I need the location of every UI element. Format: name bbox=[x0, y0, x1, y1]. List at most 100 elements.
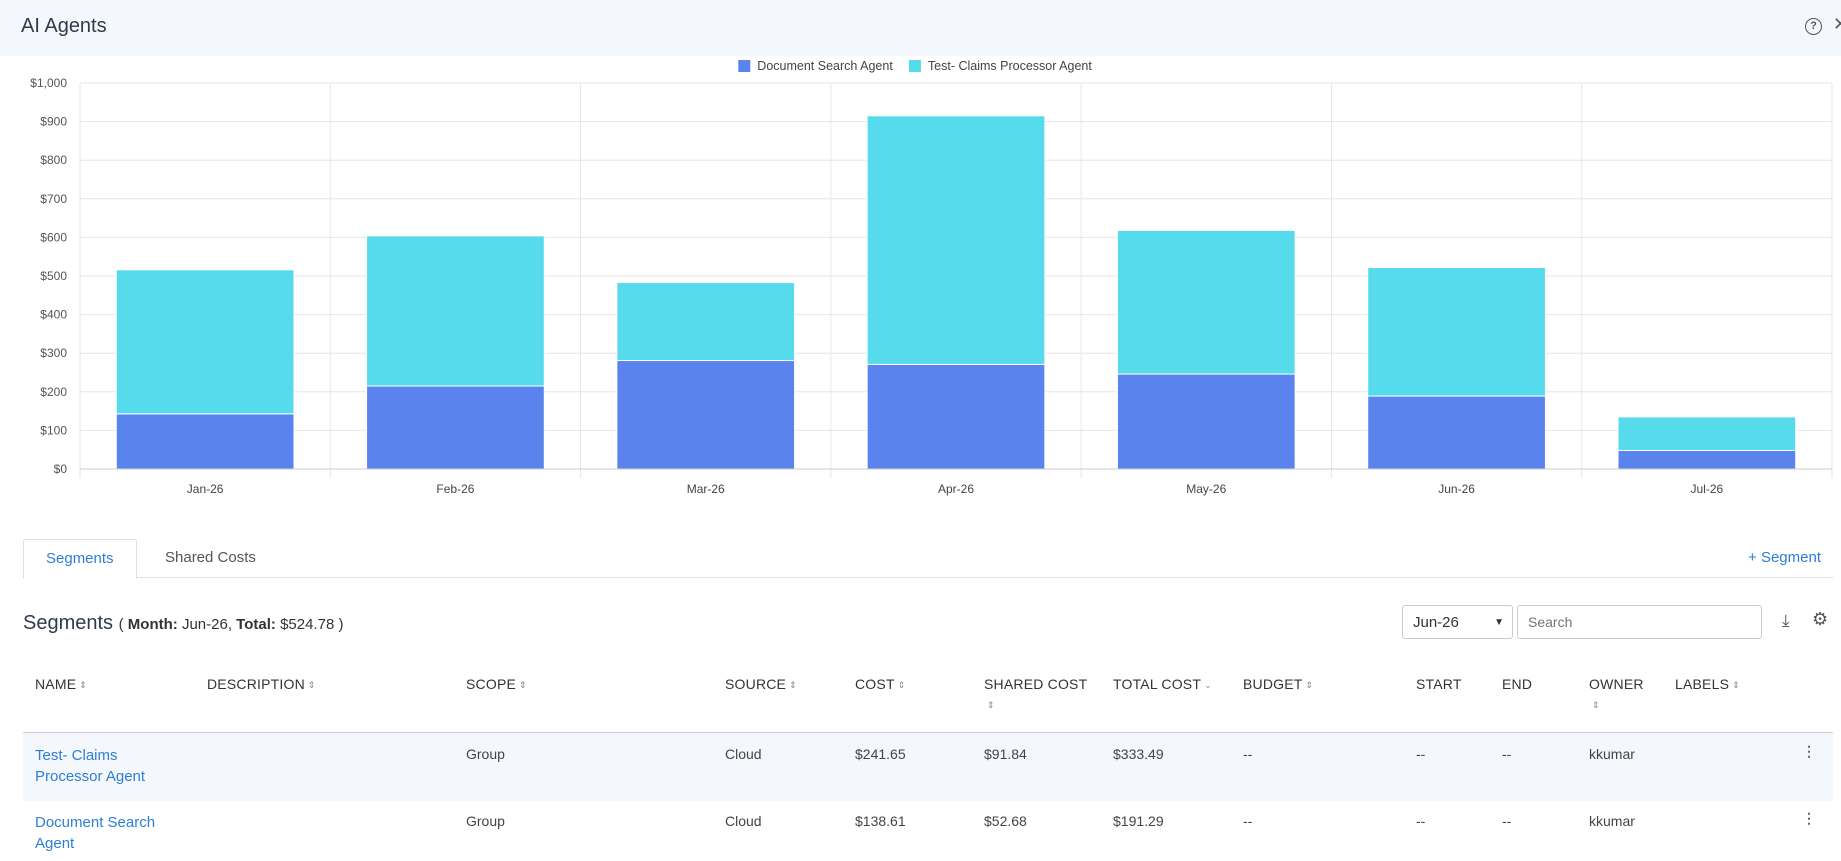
cell-total-cost: $333.49 bbox=[1113, 746, 1164, 762]
paren-open: ( bbox=[118, 616, 124, 633]
bar-document-search-agent bbox=[366, 385, 545, 470]
y-tick-label: $100 bbox=[40, 423, 67, 437]
x-tick-label: Apr-26 bbox=[938, 482, 974, 496]
row-menu-icon[interactable]: ⋮ bbox=[1802, 810, 1816, 826]
col-header-start: START bbox=[1416, 676, 1462, 692]
cell-end: -- bbox=[1502, 813, 1512, 829]
close-icon[interactable]: ✕ bbox=[1833, 14, 1841, 34]
gear-icon[interactable]: ⚙ bbox=[1812, 609, 1829, 629]
bar-document-search-agent bbox=[616, 360, 796, 470]
cost-chart: $0 $100 $200 $300 $400 $500 $600 $700 $800 $900 $1… bbox=[0, 56, 1841, 520]
col-header-budget[interactable]: BUDGET ⇕ bbox=[1243, 676, 1314, 692]
segments-title: Segments bbox=[23, 612, 114, 634]
legend-swatch bbox=[908, 60, 921, 72]
month-select[interactable]: Jun-26 ▼ bbox=[1402, 605, 1513, 639]
cell-scope: Group bbox=[466, 813, 505, 829]
legend-swatch bbox=[738, 60, 751, 72]
y-tick-label: $400 bbox=[40, 308, 67, 322]
bar-claims-processor-agent bbox=[115, 269, 295, 415]
y-tick-label: $200 bbox=[40, 385, 67, 399]
col-header-total-cost[interactable]: TOTAL COST ⌄ bbox=[1113, 676, 1212, 692]
col-header-end: END bbox=[1502, 676, 1533, 692]
legend-label: Document Search Agent bbox=[757, 59, 893, 73]
bar-claims-processor-agent bbox=[366, 235, 545, 387]
col-header-scope[interactable]: SCOPE ⇕ bbox=[466, 676, 527, 692]
cell-start: -- bbox=[1416, 813, 1426, 829]
y-tick-label: $0 bbox=[54, 462, 68, 476]
month-select-value: Jun-26 bbox=[1413, 614, 1459, 631]
y-tick-label: $600 bbox=[40, 230, 67, 244]
bar-document-search-agent bbox=[1116, 373, 1296, 470]
cell-budget: -- bbox=[1243, 746, 1253, 762]
sort-icon[interactable]: ⇕ bbox=[1732, 680, 1740, 690]
segment-name-link[interactable]: Test- Claims Processor Agent bbox=[35, 747, 146, 785]
sort-icon[interactable]: ⇕ bbox=[897, 680, 906, 690]
col-header-owner[interactable]: OWNER bbox=[1589, 676, 1644, 692]
total-value: $524.78 bbox=[280, 616, 335, 633]
stacked-bar-chart: $0 $100 $200 $300 $400 $500 $600 $700 $800 $900 $1… bbox=[30, 59, 1833, 496]
cell-total-cost: $191.29 bbox=[1113, 813, 1164, 829]
table-row[interactable]: Test- Claims Processor Agent Group Cloud… bbox=[23, 732, 1833, 802]
tab-bar: Segments Shared Costs + Segment bbox=[23, 539, 1833, 579]
col-header-source[interactable]: SOURCE ⇕ bbox=[725, 676, 797, 692]
bar-document-search-agent bbox=[1367, 395, 1546, 470]
y-tick-label: $900 bbox=[40, 115, 67, 129]
paren-close: ) bbox=[338, 616, 344, 633]
cell-shared-cost: $91.84 bbox=[984, 746, 1027, 762]
x-tick-label: May-26 bbox=[1186, 482, 1226, 496]
bar-claims-processor-agent bbox=[866, 115, 1046, 365]
plus-icon: + bbox=[1748, 549, 1757, 566]
bar-document-search-agent bbox=[1617, 449, 1797, 470]
cell-cost: $241.65 bbox=[855, 746, 906, 762]
cell-source: Cloud bbox=[725, 746, 762, 762]
y-tick-label: $300 bbox=[40, 346, 67, 360]
cell-budget: -- bbox=[1243, 813, 1253, 829]
col-header-name[interactable]: NAME ⇕ bbox=[35, 676, 87, 692]
bar-claims-processor-agent bbox=[616, 282, 796, 362]
bar-claims-processor-agent bbox=[1617, 416, 1797, 451]
month-value: Jun-26, bbox=[181, 616, 232, 633]
download-icon[interactable]: ⤓ bbox=[1782, 611, 1790, 630]
tab-shared-costs[interactable]: Shared Costs bbox=[165, 549, 256, 566]
sort-icon[interactable]: ⇕ bbox=[987, 700, 995, 710]
x-tick-label: Mar-26 bbox=[687, 482, 725, 496]
cell-scope: Group bbox=[466, 746, 505, 762]
col-header-description[interactable]: DESCRIPTION ⇕ bbox=[207, 676, 316, 692]
help-icon[interactable]: ? bbox=[1805, 18, 1822, 35]
sort-icon[interactable]: ⇕ bbox=[307, 680, 316, 690]
month-label: Month: bbox=[127, 616, 178, 633]
sort-icon[interactable]: ⇕ bbox=[519, 680, 527, 690]
y-tick-label: $1,000 bbox=[30, 76, 67, 90]
page-title: AI Agents bbox=[21, 15, 107, 37]
col-header-shared-cost[interactable]: SHARED COST bbox=[984, 676, 1088, 692]
search-input[interactable] bbox=[1517, 605, 1762, 639]
y-tick-label: $500 bbox=[40, 269, 67, 283]
row-menu-icon[interactable]: ⋮ bbox=[1802, 743, 1816, 759]
cell-cost: $138.61 bbox=[855, 813, 906, 829]
bar-document-search-agent bbox=[115, 413, 295, 470]
cell-start: -- bbox=[1416, 746, 1426, 762]
sort-icon[interactable]: ⇕ bbox=[789, 680, 797, 690]
segments-summary: ( Month: Jun-26, Total: $524.78 ) bbox=[119, 616, 344, 633]
x-tick-label: Feb-26 bbox=[436, 482, 474, 496]
tab-segments[interactable]: Segments bbox=[23, 539, 137, 579]
bar-document-search-agent bbox=[866, 363, 1046, 470]
cell-shared-cost: $52.68 bbox=[984, 813, 1027, 829]
add-segment-label: Segment bbox=[1760, 549, 1821, 566]
table-row[interactable]: Document Search Agent Group Cloud $138.6… bbox=[23, 801, 1833, 861]
sort-icon[interactable]: ⇕ bbox=[1305, 680, 1314, 690]
sort-desc-icon[interactable]: ⌄ bbox=[1204, 680, 1212, 690]
col-header-labels[interactable]: LABELS ⇕ bbox=[1675, 676, 1740, 692]
y-tick-label: $800 bbox=[40, 153, 67, 167]
x-tick-label: Jan-26 bbox=[187, 482, 224, 496]
add-segment-button[interactable]: + Segment bbox=[1748, 539, 1821, 577]
caret-down-icon: ▼ bbox=[1494, 617, 1504, 628]
col-header-cost[interactable]: COST ⇕ bbox=[855, 676, 906, 692]
segment-name-link[interactable]: Document Search Agent bbox=[35, 814, 156, 852]
sort-icon[interactable]: ⇕ bbox=[79, 680, 87, 690]
cell-owner: kkumar bbox=[1589, 746, 1635, 762]
y-tick-label: $700 bbox=[40, 192, 67, 206]
bar-claims-processor-agent bbox=[1367, 267, 1546, 397]
segments-heading: Segments ( Month: Jun-26, Total: $524.78… bbox=[23, 612, 343, 635]
sort-icon[interactable]: ⇕ bbox=[1592, 700, 1600, 710]
